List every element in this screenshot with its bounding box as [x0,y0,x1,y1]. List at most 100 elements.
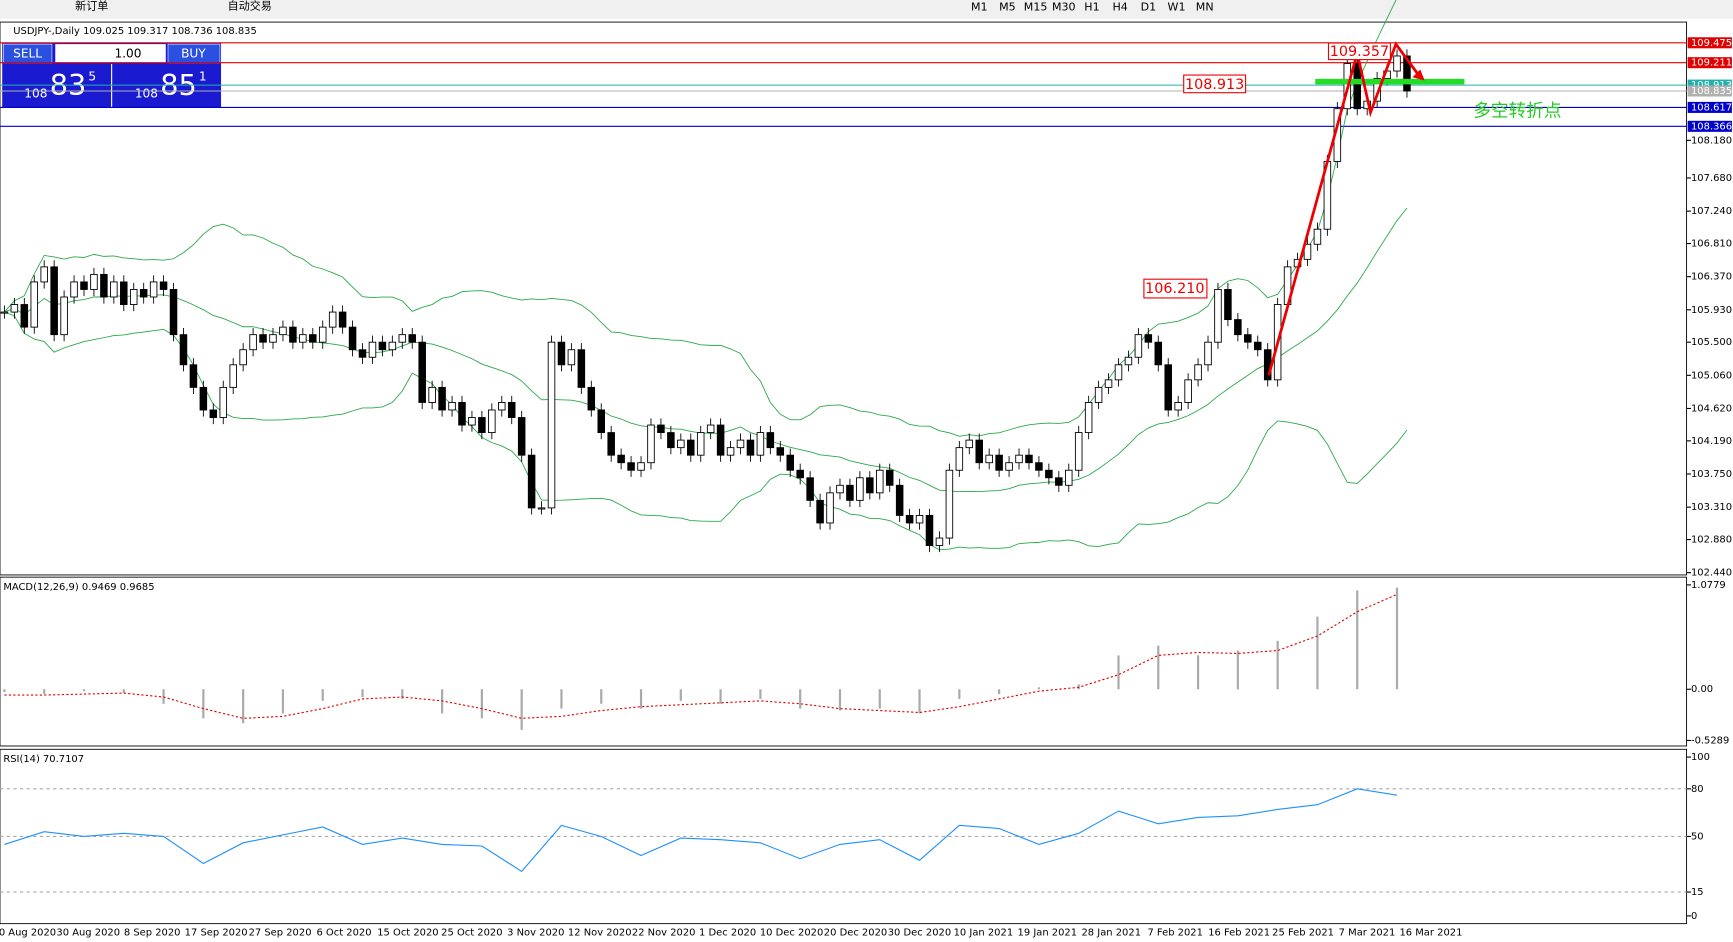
candle [1114,364,1123,381]
x-tick-label: 30 Dec 2020 [888,927,951,938]
candle [756,432,765,456]
y-tick-label: 107.240 [1691,206,1732,217]
candle [348,326,357,351]
candle [120,281,128,305]
x-tick-label: 16 Mar 2021 [1399,927,1462,938]
timeframe-button[interactable]: H1 [1084,1,1099,14]
candle [1373,78,1381,102]
bollinger-band [4,311,1408,551]
lot-input[interactable] [55,44,166,63]
y-tick-label: 108.180 [1691,135,1732,146]
macd-signal [4,593,1398,719]
candle [269,334,277,343]
candle [1253,341,1262,351]
candle [279,326,287,336]
candle [428,386,436,403]
candle [1184,379,1192,403]
candle [0,311,9,314]
candle [527,454,536,509]
candle [1393,55,1401,72]
timeframe-button[interactable]: M30 [1052,1,1076,14]
timeframe-button[interactable]: W1 [1168,1,1186,14]
x-tick-label: 10 Dec 2020 [760,927,823,938]
trend-drawing [1267,41,1422,376]
candle [866,477,874,494]
candle [1194,364,1202,381]
lot-value: 1.00 [114,47,141,61]
candle [60,296,68,336]
y-tick-label: 80 [1691,784,1704,795]
x-tick-label: 6 Oct 2020 [316,927,371,938]
candle [607,432,615,456]
timeframe-button[interactable]: D1 [1141,1,1157,14]
candle [597,409,606,434]
candle [905,514,914,524]
rsi-title: RSI(14) 70.7107 [3,754,84,765]
candle [975,439,983,464]
candle [736,439,745,449]
candle [587,386,596,411]
auto-trading-button[interactable]: 自动交易 [228,0,272,13]
candle [358,349,367,358]
candle [309,334,317,343]
pivot-note: 多空转折点 [1473,100,1561,121]
price-label: 109.475 [1691,38,1732,49]
candle [687,439,695,456]
timeframe-button[interactable]: M15 [1024,1,1048,14]
price-label: 108.835 [1691,86,1732,97]
timeframe-button[interactable]: MN [1196,1,1214,14]
candle [318,326,327,343]
x-tick-label: 27 Sep 2020 [249,927,312,938]
timeframe-button[interactable]: H4 [1112,1,1127,14]
candle [129,289,138,305]
x-tick-label: 20 Aug 2020 [0,927,56,938]
annotation-box [1143,278,1208,299]
annotation: 109.357 [1330,44,1389,60]
price-label-bg [1687,57,1732,69]
price-label-bg [1687,120,1732,132]
timeframe-button[interactable]: M5 [999,1,1016,14]
candle [1403,55,1411,92]
candle [159,281,168,290]
y-tick-label: 102.440 [1691,568,1732,579]
sell-label: SELL [13,47,42,61]
y-tick-label: -0.5289 [1691,735,1729,746]
x-tick-label: 16 Feb 2021 [1208,927,1270,938]
y-tick-label: 0 [1691,911,1697,922]
candle [299,334,307,343]
bid-big-figure: 108 [24,86,47,100]
candle [746,439,755,456]
y-tick-label: 106.810 [1691,239,1732,250]
candle [259,334,267,343]
x-tick-label: 15 Oct 2020 [377,927,438,938]
x-tick-label: 8 Sep 2020 [124,927,181,938]
new-order-button[interactable]: 新订单 [75,0,108,13]
annotation: 108.913 [1185,77,1244,93]
candle [328,311,337,328]
candle [876,469,884,494]
y-tick-label: 50 [1691,831,1704,842]
y-tick-label: 0.00 [1691,684,1713,695]
timeframe-button[interactable]: M1 [971,1,988,14]
x-tick-label: 7 Feb 2021 [1147,927,1202,938]
candle [1015,454,1023,464]
price-label: 108.617 [1691,102,1732,113]
price-label-bg [1687,101,1732,113]
y-tick-label: 105.500 [1691,337,1732,348]
candle [50,266,58,336]
candle [169,289,178,336]
x-tick-label: 30 Aug 2020 [56,927,120,938]
candle [398,334,407,343]
macd-title: MACD(12,26,9) 0.9469 0.9685 [3,582,154,593]
candle [30,281,39,328]
x-tick-label: 1 Dec 2020 [699,927,756,938]
candle [418,341,426,403]
x-tick-label: 28 Jan 2021 [1081,927,1141,938]
candle [1134,334,1143,358]
candle [70,281,78,298]
rsi-line [4,788,1398,873]
candle [995,454,1003,471]
candle [647,424,655,464]
candle [716,424,725,456]
